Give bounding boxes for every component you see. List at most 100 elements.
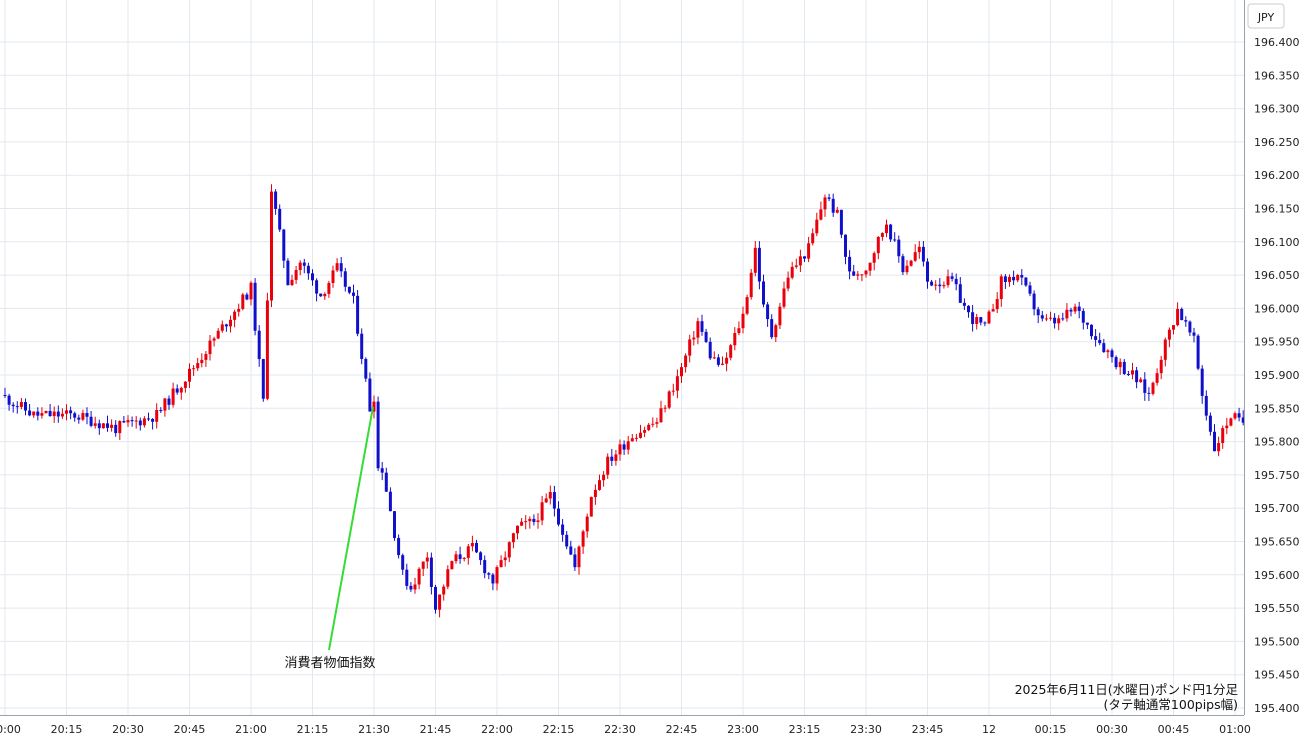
candle-body (712, 357, 716, 359)
candle-body (458, 554, 462, 559)
candle-body (1167, 329, 1171, 340)
candle-body (1040, 315, 1044, 319)
candle-body (409, 585, 413, 590)
candle-body (384, 472, 388, 492)
candle-body (659, 408, 663, 423)
candle-body (819, 209, 823, 220)
candle-body (1098, 339, 1102, 344)
candle-body (811, 233, 815, 244)
candle-body (450, 561, 454, 570)
candle-body (290, 279, 294, 286)
caption-line-1: 2025年6月11日(水曜日)ポンド円1分足 (1015, 682, 1239, 697)
candle-body (926, 261, 929, 282)
candle-body (671, 390, 675, 392)
annotation-label: 消費者物価指数 (284, 656, 375, 671)
candle-body (610, 456, 614, 461)
candle-body (159, 410, 163, 412)
x-tick-label: 23:00 (727, 723, 759, 736)
candle-body (848, 256, 852, 272)
candle-body (261, 359, 265, 399)
candle-body (265, 300, 269, 399)
candle-body (183, 381, 187, 388)
candle-body (421, 561, 425, 569)
candle-body (807, 243, 811, 259)
candle-body (151, 418, 155, 422)
y-tick-label: 195.850 (1254, 402, 1300, 415)
candle-body (323, 293, 327, 297)
candle-body (1122, 361, 1126, 374)
candle-body (114, 424, 118, 434)
candle-body (573, 554, 577, 568)
candle-body (1126, 373, 1130, 375)
candle-body (438, 594, 442, 610)
candle-body (294, 270, 298, 280)
candle-body (40, 413, 44, 416)
candle-body (893, 239, 897, 241)
candle-body (1102, 343, 1106, 353)
candle-body (364, 358, 368, 379)
candle-body (1020, 275, 1024, 278)
candle-body (1241, 417, 1245, 423)
x-tick-label: 21:30 (358, 723, 390, 736)
candle-body (134, 420, 138, 422)
candle-body (257, 330, 261, 360)
candle-body (339, 263, 343, 272)
candle-body (557, 508, 560, 525)
candle-body (958, 284, 962, 303)
candle-body (7, 395, 11, 405)
candle-body (73, 413, 77, 418)
candle-body (298, 262, 302, 271)
candle-body (860, 274, 864, 276)
grid (0, 0, 1244, 715)
candle-body (1110, 350, 1114, 358)
candle-body (1200, 368, 1204, 396)
y-tick-label: 195.400 (1254, 702, 1300, 715)
candle-body (516, 525, 519, 534)
candle-body (864, 270, 868, 275)
candle-body (69, 410, 73, 414)
candle-body (192, 368, 196, 370)
candle-body (483, 560, 487, 574)
candle-body (442, 586, 446, 595)
candle-body (1208, 415, 1212, 432)
candle-body (1094, 336, 1098, 340)
candle-body (827, 197, 831, 199)
candle-body (179, 387, 183, 393)
y-tick-label: 195.550 (1254, 602, 1300, 615)
candle-body (417, 568, 421, 585)
candle-body (507, 542, 511, 558)
candle-body (766, 304, 770, 320)
candle-body (909, 260, 913, 266)
candle-body (954, 278, 958, 285)
candle-body (253, 282, 257, 331)
candle-body (835, 209, 839, 213)
candle-body (524, 521, 528, 523)
y-tick-label: 195.500 (1254, 635, 1300, 648)
x-tick-label: 21:15 (297, 723, 329, 736)
candle-body (1024, 277, 1028, 286)
candle-body (1135, 370, 1139, 383)
candle-body (1139, 379, 1143, 383)
candle-body (188, 368, 191, 382)
candle-body (15, 406, 19, 408)
candle-body (520, 521, 524, 526)
candle-body (913, 252, 917, 261)
candle-body (89, 416, 93, 426)
candle-body (844, 234, 847, 257)
candle-body (651, 423, 655, 425)
candle-body (241, 294, 245, 309)
candle-body (495, 567, 499, 584)
candle-body (1204, 395, 1208, 416)
candle-body (32, 411, 36, 416)
candle-body (306, 265, 310, 274)
candle-body (1188, 321, 1192, 333)
x-tick-label: 20:30 (112, 723, 144, 736)
candle-body (577, 546, 581, 568)
candle-body (548, 492, 552, 499)
chart-caption: 2025年6月11日(水曜日)ポンド円1分足 (タテ軸通常100pips幅) (1015, 682, 1239, 712)
candle-body (224, 324, 228, 327)
candle-body (142, 418, 146, 426)
candle-body (434, 586, 437, 610)
candle-body (872, 253, 876, 263)
y-tick-label: 195.600 (1254, 569, 1300, 582)
